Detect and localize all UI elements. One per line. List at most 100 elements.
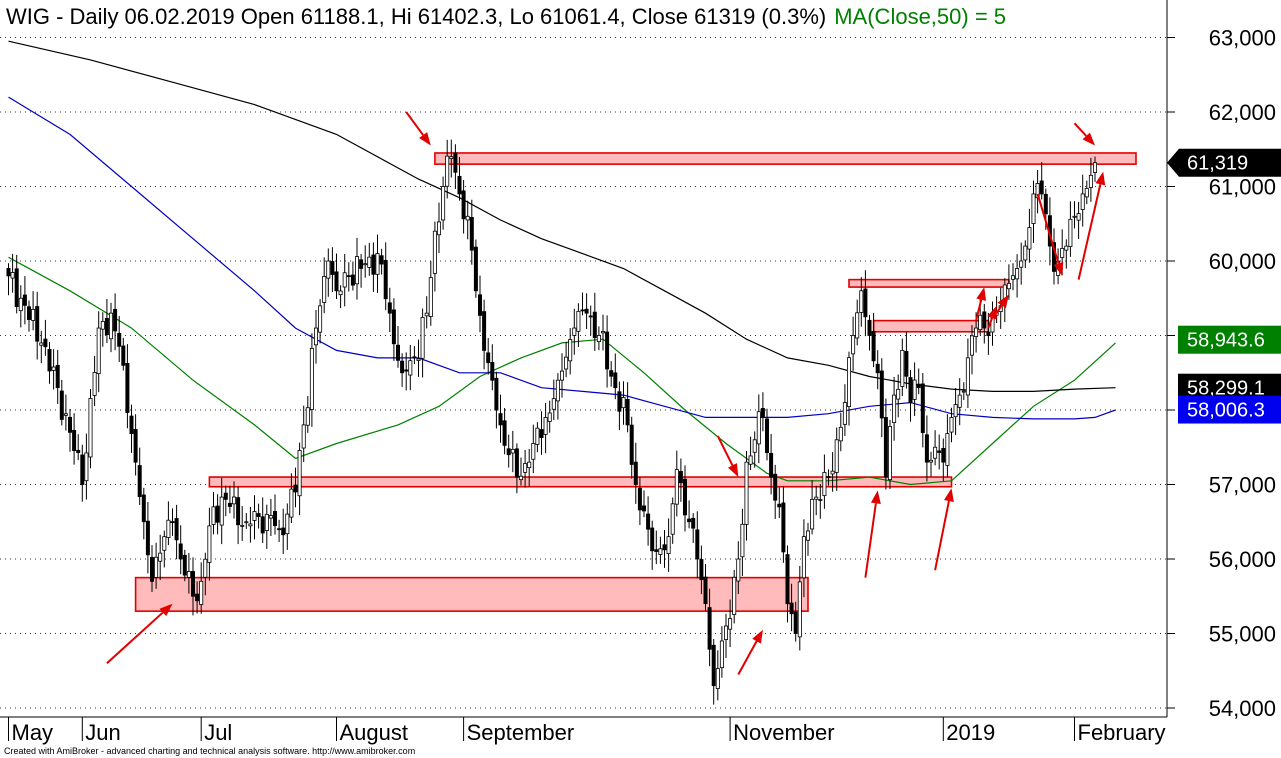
candle-body <box>502 420 507 446</box>
candle-body <box>1023 245 1028 261</box>
candle-body <box>801 536 806 579</box>
candle-body <box>63 413 68 416</box>
candle-body <box>453 152 458 173</box>
price-badge: 58,006.3 <box>1178 395 1281 424</box>
candle-body <box>683 478 688 516</box>
arrow-shaft <box>1073 122 1087 137</box>
candle-body <box>867 319 872 336</box>
candle-body <box>715 668 720 689</box>
candle-body <box>789 602 794 615</box>
candle-body <box>646 513 651 530</box>
candle-body <box>428 277 433 317</box>
candle-body <box>96 327 101 375</box>
y-tick-label: 54,000 <box>1209 696 1276 721</box>
arrow-head <box>870 490 881 505</box>
candle-body <box>190 571 195 597</box>
candle-body <box>289 488 294 518</box>
candle-body <box>498 413 503 426</box>
candle-body <box>592 311 597 339</box>
candle-body <box>268 515 273 519</box>
candle-body <box>248 523 253 527</box>
candle-body <box>555 379 560 402</box>
candle-body <box>937 450 942 453</box>
badge-label: 61,319 <box>1187 153 1248 175</box>
candle-body <box>633 461 638 485</box>
candle-body <box>412 356 417 359</box>
candle-body <box>256 513 261 517</box>
candle-body <box>670 503 675 535</box>
candle-body <box>51 366 56 371</box>
candle-body <box>814 496 819 500</box>
y-tick-label: 55,000 <box>1209 622 1276 647</box>
candle-body <box>547 412 552 422</box>
candle-body <box>1027 227 1032 250</box>
candle-body <box>1093 162 1098 173</box>
arrow-shaft <box>934 500 950 571</box>
ma-line <box>8 256 1116 486</box>
candle-body <box>1006 282 1011 290</box>
candle-body <box>449 156 454 159</box>
candle-body <box>760 408 765 418</box>
candle-body <box>326 260 331 279</box>
candle-body <box>1072 215 1077 218</box>
candle-body <box>838 426 843 442</box>
candle-body <box>1060 247 1065 258</box>
candle-body <box>945 433 950 466</box>
candle-body <box>330 261 335 275</box>
candle-body <box>527 461 532 469</box>
candle-body <box>929 459 934 463</box>
candle-body <box>949 417 954 433</box>
candle-body <box>43 338 48 348</box>
candle-body <box>834 439 839 473</box>
candle-body <box>506 448 511 456</box>
candle-body <box>231 496 236 505</box>
candle-body <box>662 544 667 551</box>
candle-body <box>117 332 122 347</box>
candle-body <box>756 411 761 445</box>
candle-body <box>354 256 359 285</box>
price-badges: 61,319 58,943.6 58,299.158,006.3 <box>1167 148 1281 424</box>
candle-body <box>240 524 245 527</box>
candle-body <box>859 290 864 313</box>
candle-body <box>769 452 774 478</box>
x-tick-label: September <box>467 720 575 745</box>
candle-body <box>1088 174 1093 188</box>
candle-body <box>883 417 888 478</box>
candle-body <box>543 417 548 435</box>
arrow-head <box>752 629 763 644</box>
candle-body <box>441 186 446 221</box>
candle-body <box>687 518 692 523</box>
zone-rect <box>208 476 953 488</box>
candle-body <box>580 309 585 312</box>
candle-body <box>523 463 528 473</box>
candle-body <box>10 272 15 279</box>
candle-body <box>535 427 540 445</box>
candle-body <box>457 175 462 195</box>
candle-body <box>896 388 901 400</box>
candle-body <box>765 418 770 453</box>
candle-body <box>744 461 749 525</box>
candle-body <box>1011 275 1016 280</box>
candle-body <box>473 246 478 292</box>
candle-body <box>76 449 81 453</box>
candle-body <box>818 498 823 501</box>
candle-body <box>31 308 36 321</box>
candle-body <box>703 576 708 605</box>
zone-rect <box>434 152 1137 165</box>
zone-rect <box>872 319 990 333</box>
candle-body <box>629 424 634 465</box>
candle-body <box>277 528 282 531</box>
candle-body <box>875 363 880 374</box>
candle-body <box>888 426 893 481</box>
candle-body <box>613 372 618 389</box>
candle-body <box>637 487 642 511</box>
y-tick-label: 63,000 <box>1209 26 1276 51</box>
candle-body <box>863 288 868 318</box>
candle-body <box>424 312 429 317</box>
badge-label: 58,006.3 <box>1187 400 1265 422</box>
candle-body <box>47 348 52 372</box>
candle-body <box>1039 180 1044 195</box>
candle-body <box>806 530 811 541</box>
candle-body <box>178 543 183 560</box>
candle-body <box>486 352 491 364</box>
